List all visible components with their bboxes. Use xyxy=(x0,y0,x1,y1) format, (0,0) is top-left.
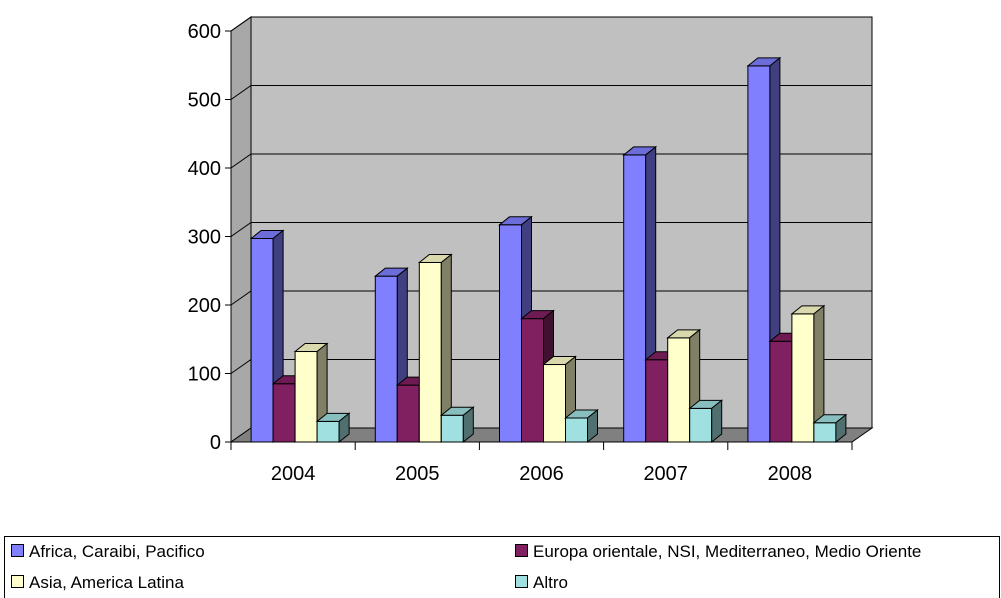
legend-item: Europa orientale, NSI, Mediterraneo, Med… xyxy=(515,542,921,562)
bar-front xyxy=(747,65,771,443)
legend-swatch xyxy=(11,575,24,589)
bar-front xyxy=(499,224,522,443)
bar-front xyxy=(543,364,566,443)
bar-altro-2006 xyxy=(564,408,599,444)
bar-side xyxy=(338,412,350,444)
legend-swatch xyxy=(515,544,528,558)
bar-front xyxy=(418,261,442,443)
bar-altro-2004 xyxy=(315,412,351,444)
legend-swatch xyxy=(11,544,24,558)
bar-side xyxy=(711,399,723,444)
y-tick-label: 0 xyxy=(210,432,221,454)
bar-front xyxy=(316,420,340,443)
legend-label: Europa orientale, NSI, Mediterraneo, Med… xyxy=(533,542,922,561)
bar-altro-2008 xyxy=(812,413,848,444)
bar-side xyxy=(835,413,847,444)
bar-front xyxy=(521,318,544,443)
y-tick-label: 100 xyxy=(188,364,221,386)
bar-front xyxy=(769,340,793,443)
gridline xyxy=(230,85,872,100)
gridline xyxy=(230,153,872,169)
y-tick-label: 200 xyxy=(188,295,221,317)
bar-front xyxy=(396,384,420,443)
bar-asia-2004 xyxy=(293,342,329,444)
gridline xyxy=(230,222,872,237)
bar-front xyxy=(667,337,691,443)
bar-front xyxy=(250,238,274,443)
legend-label: Altro xyxy=(533,573,568,592)
legend-swatch xyxy=(515,575,528,589)
bar-side xyxy=(587,408,598,444)
bar-front xyxy=(645,359,669,443)
bar-front xyxy=(623,154,647,443)
legend-item: Africa, Caraibi, Pacifico xyxy=(11,542,205,562)
bar-front xyxy=(565,417,588,443)
legend: Africa, Caraibi, Pacifico Europa oriental… xyxy=(4,536,1000,598)
bar-side xyxy=(462,406,474,444)
bar-front xyxy=(440,414,464,443)
bar-front xyxy=(813,422,837,443)
x-tick-label: 2005 xyxy=(395,463,440,485)
y-tick-label: 400 xyxy=(188,158,221,180)
x-tick-label: 2004 xyxy=(271,463,316,485)
legend-item: Asia, America Latina xyxy=(11,573,184,593)
bar-altro-2007 xyxy=(688,399,724,444)
bar-front xyxy=(374,275,398,443)
bar-front xyxy=(791,313,815,443)
bar-front xyxy=(272,383,296,443)
x-tick-label: 2006 xyxy=(519,463,564,485)
legend-label: Asia, America Latina xyxy=(29,573,184,592)
bar-front xyxy=(689,407,713,443)
bar-asia-2008 xyxy=(790,304,826,444)
bar-asia-2005 xyxy=(417,253,453,444)
gridline xyxy=(230,16,872,32)
x-tick-label: 2008 xyxy=(768,463,813,485)
legend-item: Altro xyxy=(515,573,568,593)
y-tick-label: 300 xyxy=(188,227,221,249)
x-tick-label: 2007 xyxy=(643,463,688,485)
y-tick-label: 500 xyxy=(188,90,221,112)
bar-front xyxy=(294,351,318,443)
legend-label: Africa, Caraibi, Pacifico xyxy=(29,542,205,561)
y-tick-label: 600 xyxy=(188,21,221,43)
bar-altro-2005 xyxy=(439,406,475,444)
